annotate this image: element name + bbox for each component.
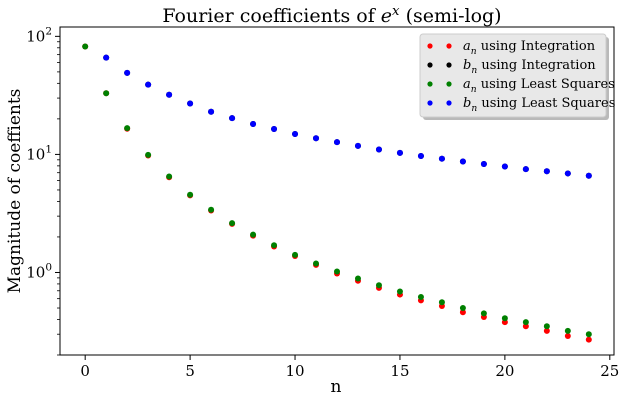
data-point-series-2 xyxy=(564,327,571,334)
data-point-series-0 xyxy=(522,323,529,330)
data-point-series-3 xyxy=(459,158,466,165)
data-point-series-2 xyxy=(145,151,152,158)
data-point-series-2 xyxy=(292,251,299,258)
legend-label: bn​ using Least Squares xyxy=(463,96,615,114)
y-tick-label: 102​ xyxy=(26,25,52,45)
data-point-series-2 xyxy=(334,268,340,275)
data-point-series-3 xyxy=(585,172,592,179)
legend-label: an​ using Least Squares xyxy=(463,77,615,95)
data-point-series-2 xyxy=(501,315,508,322)
legend-marker xyxy=(427,100,433,106)
data-point-series-3 xyxy=(208,108,215,115)
data-point-series-3 xyxy=(501,163,508,170)
legend-label: bn​ using Integration xyxy=(463,58,596,76)
data-point-series-3 xyxy=(292,130,299,137)
data-point-series-3 xyxy=(354,142,361,149)
data-point-series-0 xyxy=(543,327,550,334)
data-point-series-3 xyxy=(250,120,257,127)
data-point-series-2 xyxy=(375,282,382,289)
data-point-series-3 xyxy=(124,69,131,76)
data-point-series-3 xyxy=(187,100,194,107)
data-point-series-2 xyxy=(480,310,487,317)
data-point-series-2 xyxy=(124,125,131,132)
data-points xyxy=(82,43,592,343)
data-point-series-2 xyxy=(396,288,403,295)
data-point-series-3 xyxy=(375,146,382,153)
legend-marker xyxy=(427,43,433,49)
x-axis-label: n xyxy=(331,377,342,397)
data-point-series-3 xyxy=(166,91,173,98)
data-point-series-0 xyxy=(585,336,592,343)
data-point-series-3 xyxy=(103,54,110,61)
chart-title: Fourier coefficients of ex​ (semi-log) xyxy=(162,4,501,27)
data-point-series-3 xyxy=(543,168,550,175)
legend-marker xyxy=(446,100,452,106)
y-axis-label: Magnitude of coeffients xyxy=(5,89,25,294)
data-point-series-3 xyxy=(396,149,403,156)
data-point-series-2 xyxy=(585,331,592,338)
x-tick-label: 25 xyxy=(600,362,619,380)
data-point-series-3 xyxy=(145,81,152,88)
data-point-series-2 xyxy=(166,173,173,180)
data-point-series-2 xyxy=(271,242,278,249)
legend-marker xyxy=(427,81,433,87)
legend-marker xyxy=(446,43,452,49)
data-point-series-2 xyxy=(208,206,215,213)
legend-marker xyxy=(427,62,433,68)
data-point-series-2 xyxy=(543,323,550,330)
data-point-series-2 xyxy=(229,220,236,227)
x-tick-label: 20 xyxy=(495,362,514,380)
data-point-series-2 xyxy=(354,275,361,282)
data-point-series-3 xyxy=(417,152,424,159)
data-point-series-3 xyxy=(271,126,278,133)
data-point-series-3 xyxy=(229,115,236,122)
data-point-series-2 xyxy=(187,191,194,198)
data-point-series-3 xyxy=(480,160,487,167)
legend-box xyxy=(419,33,607,118)
data-point-series-2 xyxy=(250,231,257,238)
legend-marker xyxy=(446,62,452,68)
data-point-series-2 xyxy=(82,43,89,50)
data-point-series-3 xyxy=(313,135,320,142)
data-point-series-2 xyxy=(417,293,424,300)
legend-label: an​ using Integration xyxy=(463,39,596,57)
data-point-series-2 xyxy=(522,319,529,326)
data-point-series-2 xyxy=(313,260,320,267)
data-point-series-0 xyxy=(459,309,466,316)
axis-ticks: 0 5 10 15 20 25 100​ 101​ 102​ xyxy=(26,25,619,380)
x-tick-label: 10 xyxy=(285,362,304,380)
y-tick-label: 101​ xyxy=(26,143,52,163)
data-point-series-3 xyxy=(438,155,445,162)
y-tick-label: 100​ xyxy=(26,261,52,281)
data-point-series-2 xyxy=(103,90,110,97)
data-point-series-2 xyxy=(459,305,466,312)
x-tick-label: 5 xyxy=(185,362,195,380)
data-point-series-0 xyxy=(564,332,571,339)
x-tick-label: 0 xyxy=(80,362,90,380)
legend-marker xyxy=(446,81,452,87)
data-point-series-3 xyxy=(564,170,571,177)
data-point-series-2 xyxy=(438,299,445,306)
x-tick-label: 15 xyxy=(390,362,409,380)
data-point-series-3 xyxy=(522,166,529,173)
data-point-series-3 xyxy=(334,139,340,146)
